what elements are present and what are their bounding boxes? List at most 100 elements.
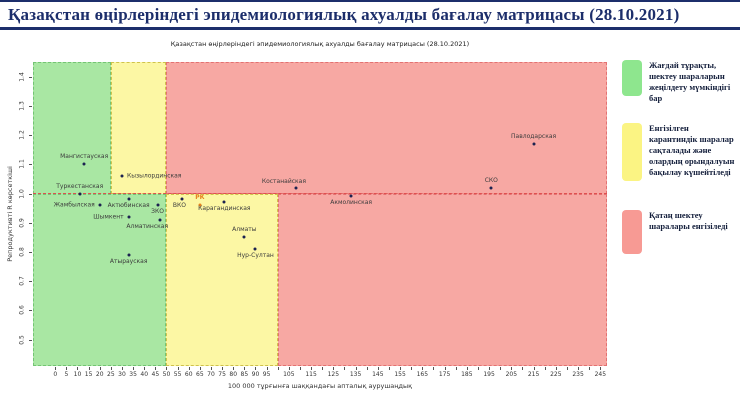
x-axis-title: 100 000 тұрғынға шаққандағы апталық ауру… (227, 382, 413, 390)
x-tick-label: 75 (218, 371, 226, 378)
x-tick-mark (433, 367, 435, 370)
y-tick-mark (29, 281, 32, 283)
x-tick-mark (255, 367, 257, 370)
y-tick-label: 0.9 (18, 217, 26, 228)
point-label: Кызылординская (126, 172, 182, 180)
x-tick-mark (333, 367, 335, 370)
point-label: РК (195, 194, 205, 202)
x-tick-mark (233, 367, 235, 370)
x-tick-mark (511, 367, 513, 370)
y-tick-mark (29, 135, 32, 137)
y-tick-label: 1.3 (18, 101, 26, 111)
x-tick-mark (177, 367, 179, 370)
point-label: Туркестанская (56, 182, 104, 190)
x-tick-label: 20 (95, 371, 104, 378)
x-tick-mark (522, 367, 524, 370)
x-tick-mark (489, 367, 491, 370)
x-tick-mark (288, 367, 290, 370)
x-tick-mark (110, 367, 112, 370)
x-tick-mark (411, 367, 413, 370)
x-tick-mark (210, 367, 212, 370)
zone-yellow (166, 193, 278, 366)
legend-swatch-red (622, 210, 642, 254)
x-tick-label: 50 (162, 371, 171, 378)
x-tick-mark (422, 367, 424, 370)
data-point-region (156, 203, 160, 207)
x-tick-label: 135 (349, 371, 362, 378)
data-point-region (98, 203, 102, 207)
y-tick-mark (29, 193, 32, 195)
y-tick-mark (29, 252, 32, 253)
x-tick-label: 15 (84, 371, 93, 378)
data-point-region (158, 218, 162, 222)
y-tick-mark (29, 310, 32, 312)
data-point-region (532, 142, 536, 146)
y-tick-label: 1.0 (18, 188, 26, 199)
x-tick-mark (121, 367, 123, 370)
y-tick-label: 1.2 (18, 130, 26, 140)
x-tick-mark (155, 367, 157, 370)
point-label: ВКО (172, 202, 187, 210)
data-point-region (222, 200, 226, 204)
zone-red (166, 62, 607, 194)
x-tick-mark (533, 367, 535, 370)
point-label: Жамбылская (53, 201, 95, 209)
threshold-line-r1 (33, 192, 607, 194)
legend-swatch-green (622, 60, 642, 96)
x-tick-mark (388, 367, 390, 370)
point-label: ЗКО (151, 208, 164, 216)
x-tick-label: 85 (240, 371, 249, 378)
data-point-region (127, 197, 131, 201)
x-tick-label: 70 (207, 371, 215, 378)
point-label: СКО (484, 176, 498, 184)
zone-green (33, 62, 111, 194)
zone-red (277, 193, 607, 366)
x-tick-mark (199, 367, 201, 370)
x-tick-mark (77, 367, 79, 370)
x-tick-label: 5 (64, 371, 69, 378)
x-tick-mark (166, 367, 168, 370)
x-tick-mark (455, 367, 457, 370)
x-tick-label: 40 (140, 371, 149, 378)
x-tick-label: 145 (372, 371, 384, 378)
data-point-region (120, 174, 124, 178)
x-tick-label: 215 (527, 371, 540, 378)
y-tick-mark (29, 105, 32, 107)
y-axis-title: Репродуктивті R көрсеткіші (6, 166, 14, 262)
x-tick-mark (366, 367, 368, 370)
point-label: Костанайская (261, 177, 306, 185)
x-tick-label: 195 (483, 371, 495, 378)
x-tick-label: 90 (251, 371, 260, 378)
x-tick-label: 25 (107, 371, 115, 378)
x-tick-label: 60 (184, 371, 193, 378)
data-point-region (127, 253, 131, 257)
page-title: Қазақстан өңірлеріндегі эпидемиологиялық… (0, 0, 740, 30)
x-tick-label: 35 (129, 371, 137, 378)
x-tick-mark (322, 367, 324, 370)
legend-label-red: Қатаң шектеу шаралары енгізіледі (649, 210, 728, 231)
x-tick-mark (500, 367, 502, 370)
data-point-region (127, 215, 131, 219)
x-tick-label: 185 (461, 371, 473, 378)
y-tick-label: 0.7 (18, 276, 26, 286)
x-tick-mark (600, 367, 602, 370)
x-tick-label: 245 (594, 371, 607, 378)
y-tick-mark (29, 164, 32, 166)
data-point-region (253, 247, 257, 251)
point-label: Мангистауская (60, 153, 109, 161)
x-tick-mark (99, 367, 101, 370)
data-point-region (489, 186, 493, 190)
x-tick-label: 45 (151, 371, 160, 378)
x-tick-mark (466, 367, 468, 370)
x-tick-mark (66, 367, 68, 370)
x-tick-label: 95 (262, 371, 271, 378)
data-point-region (78, 192, 82, 196)
x-tick-mark (578, 367, 580, 370)
x-tick-mark (400, 367, 402, 370)
x-tick-mark (188, 367, 190, 370)
y-tick-label: 0.6 (18, 305, 26, 316)
x-tick-mark (544, 367, 546, 370)
x-tick-mark (277, 367, 279, 370)
x-tick-mark (589, 367, 591, 370)
